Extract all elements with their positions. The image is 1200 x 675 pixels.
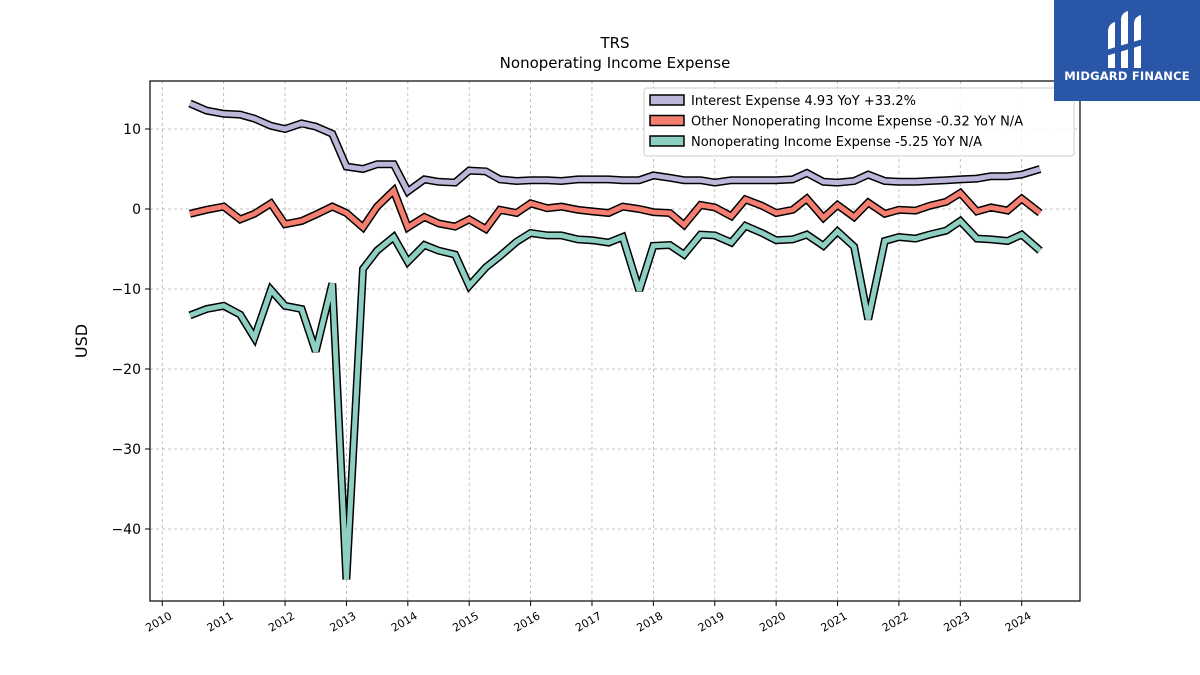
- y-tick-label: −40: [111, 522, 141, 538]
- x-tick-label: 2018: [635, 609, 666, 634]
- y-tick-label: −20: [111, 362, 141, 378]
- series-1-line: [188, 99, 1042, 198]
- logo-text: MIDGARD FINANCE: [1064, 69, 1190, 83]
- x-tick-label: 2010: [143, 609, 174, 634]
- x-tick-label: 2012: [266, 609, 297, 634]
- chart-subtitle: Nonoperating Income Expense: [500, 54, 731, 72]
- x-tick-label: 2022: [880, 609, 911, 634]
- x-tick-label: 2019: [696, 609, 727, 634]
- y-tick-label: −30: [111, 442, 141, 458]
- series-3-stroke: [189, 217, 1042, 580]
- series-1-stroke: [188, 101, 1041, 196]
- x-tick-label: 2014: [389, 609, 420, 634]
- midgard-logo: MIDGARD FINANCE: [1054, 0, 1200, 101]
- plot-frame: [149, 80, 1081, 602]
- x-tick-label: 2017: [573, 609, 604, 634]
- series-2-stroke: [189, 186, 1042, 233]
- x-tick-label: 2023: [941, 609, 972, 634]
- x-tick-label: 2021: [819, 609, 850, 634]
- x-tick-label: 2013: [328, 609, 359, 634]
- legend-box: [643, 87, 1075, 157]
- legend-swatch-2: [649, 114, 685, 127]
- y-tick-label: 0: [132, 202, 141, 218]
- x-tick-label: 2024: [1003, 609, 1034, 634]
- legend-label-1: Interest Expense 4.93 YoY +33.2%: [691, 94, 916, 109]
- y-axis-label: USD: [72, 324, 91, 358]
- chart-title: TRS: [599, 34, 629, 52]
- x-tick-label: 2011: [205, 609, 236, 634]
- y-tick-label: 10: [123, 122, 141, 138]
- midgard-logo-icon: [1106, 11, 1146, 68]
- series-3-line: [188, 215, 1043, 580]
- x-tick-label: 2020: [757, 609, 788, 634]
- legend-swatch-1: [649, 94, 685, 106]
- x-tick-label: 2015: [450, 609, 481, 634]
- x-tick-label: 2016: [512, 609, 543, 634]
- series-2-line: [188, 183, 1043, 235]
- series-3-outline: [188, 215, 1043, 580]
- legend-swatch-3: [649, 135, 685, 147]
- legend-label-3: Nonoperating Income Expense -5.25 YoY N/…: [691, 135, 982, 150]
- y-tick-label: −10: [111, 282, 141, 298]
- legend-label-2: Other Nonoperating Income Expense -0.32 …: [691, 115, 1023, 130]
